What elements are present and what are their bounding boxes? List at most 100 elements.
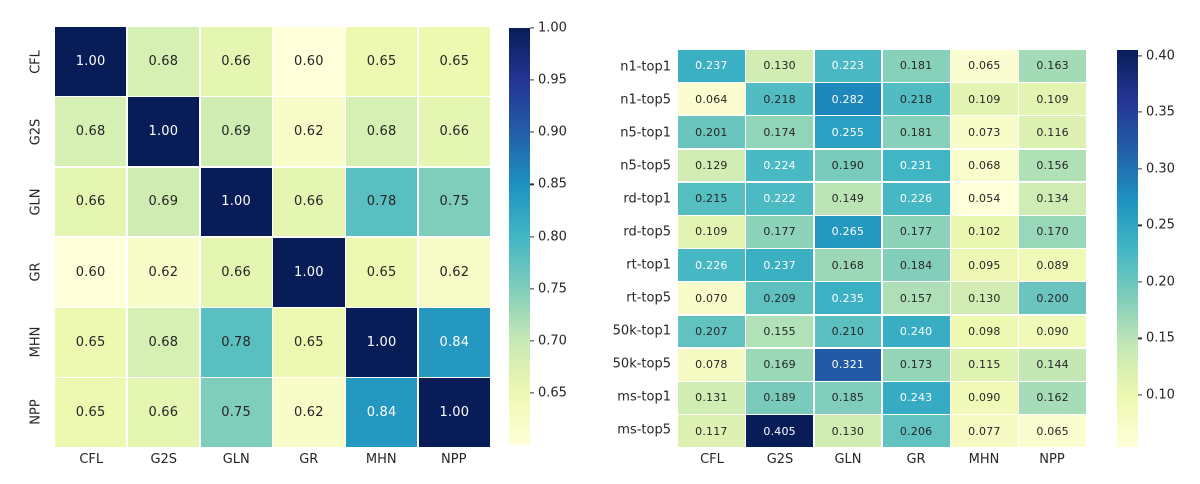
- heatmap-cell: 0.184: [882, 249, 950, 281]
- heatmap-cell: 0.117: [678, 415, 745, 447]
- y-tick-label: ms-top5: [617, 422, 671, 438]
- heatmap-cell: 0.185: [814, 382, 882, 414]
- heatmap-cell: 0.231: [882, 149, 950, 182]
- heatmap-cell: 0.130: [746, 50, 813, 82]
- heatmap-cell: 0.255: [814, 116, 882, 149]
- heatmap-cell: 0.84: [418, 308, 490, 377]
- heatmap-cell: 0.073: [951, 116, 1018, 149]
- heatmap-cell: 0.065: [1019, 415, 1086, 447]
- colorbar-tick-label: 1.00: [538, 20, 567, 36]
- heatmap-cell: 0.109: [1019, 83, 1086, 115]
- heatmap-cell: 0.130: [951, 282, 1018, 315]
- heatmap-cell: 0.089: [1019, 249, 1086, 281]
- heatmap-cell: 1.00: [273, 237, 345, 307]
- heatmap-cell: 0.109: [951, 83, 1018, 115]
- y-tick-label: rt-top5: [626, 290, 671, 306]
- colorbar-tickmark: [530, 392, 534, 394]
- heatmap-cell: 0.68: [127, 27, 199, 96]
- heatmap-cell: 0.168: [814, 249, 882, 281]
- heatmap-cell: 0.098: [951, 315, 1018, 348]
- heatmap-cell: 0.181: [882, 50, 950, 82]
- heatmap-cell: 0.177: [882, 216, 950, 248]
- heatmap-cell: 0.62: [273, 378, 345, 447]
- heatmap-cell: 1.00: [346, 308, 418, 377]
- colorbar: [1117, 50, 1138, 447]
- colorbar-tick-label: 0.90: [538, 124, 567, 140]
- heatmap-cell: 0.265: [814, 216, 882, 248]
- y-tick-label: n1-top5: [620, 92, 671, 108]
- colorbar-tickmark: [1138, 168, 1142, 170]
- heatmap-cell: 0.62: [418, 237, 490, 307]
- colorbar-tickmark: [1138, 337, 1142, 339]
- heatmap-cell: 1.00: [418, 378, 490, 447]
- colorbar-tick-label: 0.95: [538, 72, 567, 88]
- x-tick-label: CFL: [79, 452, 104, 467]
- colorbar-tick-label: 0.35: [1146, 104, 1175, 120]
- heatmap-cell: 0.077: [951, 415, 1018, 447]
- heatmap-cell: 0.60: [273, 27, 345, 96]
- metric-agreement-heatmap-grid: 0.237 0.130 0.223 0.181 0.065 0.163 0.064 0.218…: [678, 50, 1086, 447]
- heatmap-cell: 0.090: [1019, 315, 1086, 348]
- heatmap-cell: 0.68: [55, 97, 127, 166]
- heatmap-cell: 0.144: [1019, 348, 1086, 381]
- heatmap-cell: 0.222: [746, 182, 813, 215]
- heatmap-cell: 0.070: [678, 282, 745, 315]
- heatmap-cell: 0.235: [814, 282, 882, 315]
- heatmap-cell: 0.181: [882, 116, 950, 149]
- colorbar-tick-label: 0.25: [1146, 217, 1175, 233]
- heatmap-cell: 0.131: [678, 382, 745, 414]
- heatmap-cell: 0.65: [346, 27, 418, 96]
- heatmap-cell: 0.69: [200, 97, 272, 166]
- x-tick-label: MHN: [365, 452, 397, 467]
- heatmap-cell: 0.68: [127, 308, 199, 377]
- heatmap-cell: 0.174: [746, 116, 813, 149]
- heatmap-cell: 0.66: [273, 167, 345, 237]
- heatmap-cell: 0.162: [1019, 382, 1086, 414]
- heatmap-cell: 0.240: [882, 315, 950, 348]
- heatmap-cell: 0.109: [678, 216, 745, 248]
- colorbar-tickmark: [1138, 281, 1142, 283]
- heatmap-cell: 0.095: [951, 249, 1018, 281]
- colorbar-tick-label: 0.65: [538, 385, 567, 401]
- heatmap-cell: 0.226: [882, 182, 950, 215]
- colorbar-tickmark: [530, 79, 534, 81]
- heatmap-cell: 0.065: [951, 50, 1018, 82]
- colorbar-tick-label: 0.70: [538, 333, 567, 349]
- heatmap-cell: 0.190: [814, 149, 882, 182]
- heatmap-cell: 0.75: [200, 378, 272, 447]
- heatmap-cell: 0.66: [127, 378, 199, 447]
- y-tick-label: n5-top1: [620, 125, 671, 141]
- y-tick-label: 50k-top5: [612, 356, 671, 372]
- heatmap-cell: 1.00: [55, 27, 127, 96]
- x-tick-label: NPP: [1039, 452, 1065, 467]
- heatmap-cell: 0.62: [127, 237, 199, 307]
- colorbar-tick-label: 0.40: [1146, 48, 1175, 64]
- heatmap-cell: 0.65: [55, 378, 127, 447]
- heatmap-cell: 0.69: [127, 167, 199, 237]
- heatmap-cell: 0.064: [678, 83, 745, 115]
- heatmap-cell: 0.206: [882, 415, 950, 447]
- y-tick-label: ms-top1: [617, 389, 671, 405]
- colorbar-tick-label: 0.75: [538, 281, 567, 297]
- colorbar-tickmark: [530, 288, 534, 290]
- heatmap-cell: 0.157: [882, 282, 950, 315]
- heatmap-cell: 0.209: [746, 282, 813, 315]
- heatmap-cell: 0.237: [678, 50, 745, 82]
- colorbar-tick-label: 0.85: [538, 176, 567, 192]
- colorbar-tick-label: 0.15: [1146, 330, 1175, 346]
- heatmap-cell: 0.226: [678, 249, 745, 281]
- heatmap-cell: 0.134: [1019, 182, 1086, 215]
- heatmap-cell: 0.65: [418, 27, 490, 96]
- heatmap-cell: 0.102: [951, 216, 1018, 248]
- heatmap-cell: 0.66: [200, 27, 272, 96]
- colorbar-tickmark: [530, 183, 534, 185]
- heatmap-cell: 0.62: [273, 97, 345, 166]
- heatmap-cell: 1.00: [200, 167, 272, 237]
- heatmap-cell: 0.210: [814, 315, 882, 348]
- heatmap-cell: 0.65: [55, 308, 127, 377]
- colorbar-tickmark: [1138, 224, 1142, 226]
- x-tick-label: MHN: [968, 452, 1000, 467]
- heatmap-cell: 0.321: [814, 348, 882, 381]
